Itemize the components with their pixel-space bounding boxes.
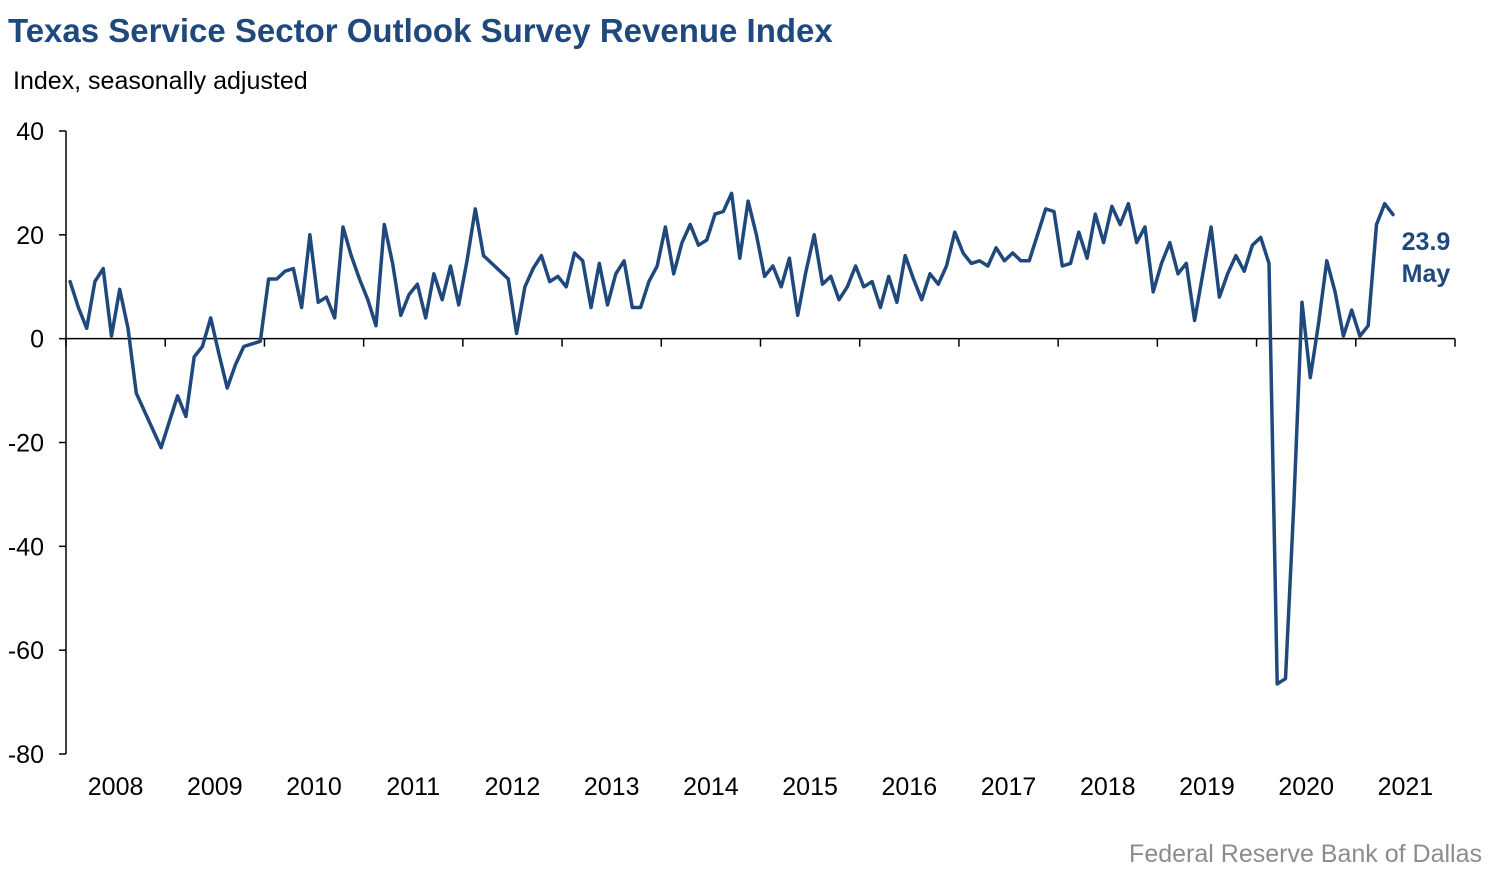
y-tick-label: -20 (8, 430, 44, 458)
x-tick-label: 2012 (485, 773, 541, 801)
chart-title: Texas Service Sector Outlook Survey Reve… (8, 12, 833, 49)
y-tick-label: 0 (30, 326, 44, 354)
x-tick-label: 2009 (187, 773, 243, 801)
x-tick-label: 2018 (1080, 773, 1136, 801)
source-credit: Federal Reserve Bank of Dallas (1129, 840, 1482, 868)
x-tick-label: 2008 (88, 773, 144, 801)
y-tick-label: -60 (8, 637, 44, 665)
x-tick-label: 2017 (981, 773, 1037, 801)
end-month-label: May (1402, 260, 1451, 288)
x-tick-label: 2011 (386, 773, 440, 801)
y-tick-label: 20 (16, 222, 44, 250)
series-layer (68, 191, 1395, 686)
y-tick-label: 40 (16, 118, 44, 146)
annotation-layer: 23.9 May (1402, 228, 1451, 288)
x-tick-label: 2014 (683, 773, 739, 801)
y-tick-label: -40 (8, 533, 44, 561)
x-tick-label: 2015 (782, 773, 838, 801)
x-tick-label: 2013 (584, 773, 640, 801)
x-axis: 2008 2009 2010 2011 2012 2013 2014 2015 2016 2017… (65, 337, 1456, 801)
x-tick-label: 2021 (1378, 773, 1434, 801)
x-tick-label: 2016 (882, 773, 938, 801)
y-axis: 40 20 0 -20 -40 -60 -80 (8, 118, 67, 769)
x-tick-label: 2019 (1179, 773, 1235, 801)
x-tick-label: 2010 (286, 773, 342, 801)
end-value-label: 23.9 (1402, 228, 1451, 256)
x-tick-label: 2020 (1278, 773, 1334, 801)
series-line (68, 191, 1395, 686)
y-tick-label: -80 (8, 741, 44, 769)
y-axis-unit-label: Index, seasonally adjusted (13, 67, 308, 95)
